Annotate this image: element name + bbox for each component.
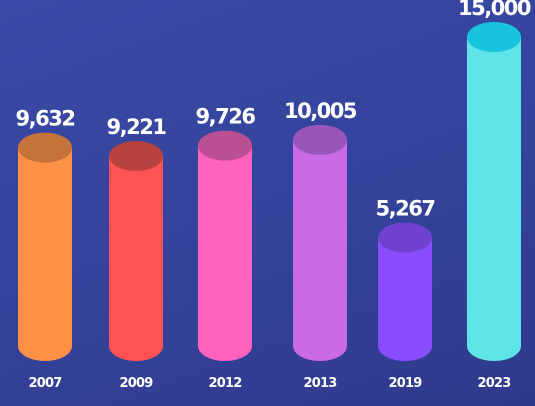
- cylinder-body: [378, 237, 432, 361]
- cylinder-top: [18, 132, 72, 163]
- cylinder-bar-2013: 10,005 2013: [284, 99, 358, 391]
- value-label: 10,005: [284, 99, 357, 123]
- cylinder-body: [109, 156, 163, 361]
- category-label: 2007: [29, 376, 63, 391]
- category-label: 2013: [304, 376, 338, 391]
- cylinder-bar-2012: 9,726 2012: [196, 105, 257, 391]
- category-label: 2012: [209, 376, 242, 391]
- cylinder-top: [293, 124, 347, 155]
- cylinder-body: [198, 145, 252, 361]
- value-label: 15,000: [458, 0, 531, 20]
- cylinder-top: [467, 22, 521, 52]
- cylinder-top: [378, 222, 432, 253]
- cylinder-bar-2007: 9,632 2007: [16, 107, 76, 391]
- category-label: 2009: [120, 376, 154, 391]
- cylinder-bar-2019: 5,267 2019: [376, 196, 436, 391]
- cylinder-body: [467, 37, 521, 361]
- cylinder-bar-2023: 15,000 2023: [458, 0, 532, 391]
- category-label: 2023: [478, 376, 512, 391]
- value-label: 9,632: [16, 107, 75, 131]
- value-label: 5,267: [376, 196, 435, 220]
- cylinder-bar-2009: 9,221 2009: [107, 115, 168, 391]
- cylinder-top: [198, 130, 252, 161]
- value-label: 9,221: [107, 115, 167, 139]
- cylinder-body: [293, 139, 347, 361]
- value-label: 9,726: [196, 105, 256, 129]
- category-label: 2019: [389, 376, 423, 391]
- cylinder-top: [109, 141, 163, 172]
- cylinder-body: [18, 147, 72, 361]
